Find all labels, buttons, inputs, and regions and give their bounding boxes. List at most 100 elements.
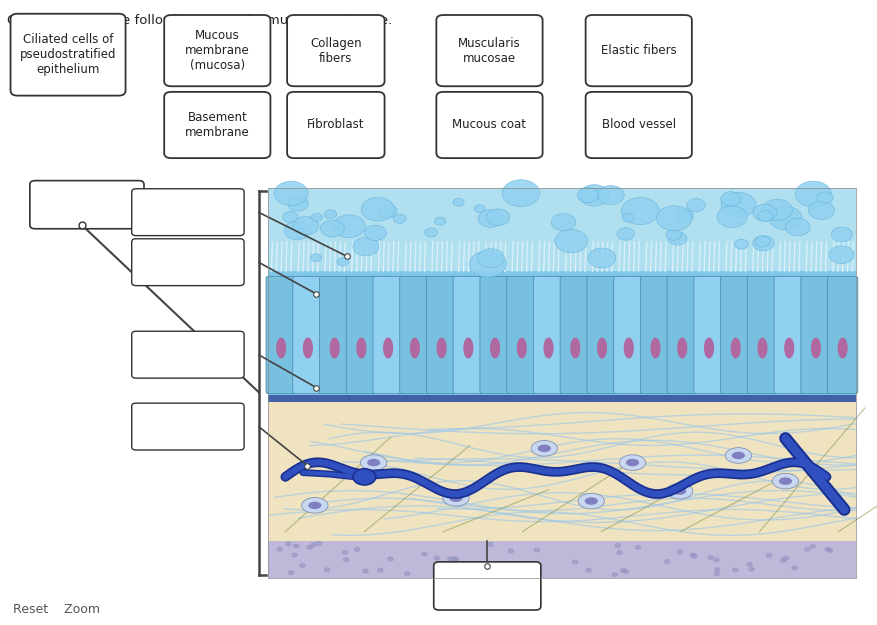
FancyBboxPatch shape xyxy=(373,276,403,394)
Circle shape xyxy=(462,572,467,576)
Circle shape xyxy=(447,571,453,575)
Circle shape xyxy=(289,571,294,574)
Circle shape xyxy=(635,545,640,549)
Ellipse shape xyxy=(731,452,744,459)
Circle shape xyxy=(362,569,367,573)
FancyBboxPatch shape xyxy=(453,276,483,394)
Circle shape xyxy=(615,544,620,548)
Ellipse shape xyxy=(436,338,446,359)
Ellipse shape xyxy=(672,488,686,495)
Circle shape xyxy=(686,199,704,212)
Circle shape xyxy=(752,236,774,251)
Text: Blood vessel: Blood vessel xyxy=(601,119,675,131)
Circle shape xyxy=(780,559,785,562)
Bar xyxy=(267,188,855,578)
Ellipse shape xyxy=(676,338,687,359)
Circle shape xyxy=(720,192,740,206)
Circle shape xyxy=(291,553,296,557)
FancyBboxPatch shape xyxy=(613,276,643,394)
FancyBboxPatch shape xyxy=(164,92,270,158)
Ellipse shape xyxy=(463,338,473,359)
Ellipse shape xyxy=(531,441,557,456)
Circle shape xyxy=(293,216,318,235)
Circle shape xyxy=(332,215,365,238)
Circle shape xyxy=(691,554,696,558)
Ellipse shape xyxy=(577,493,603,509)
Circle shape xyxy=(277,547,282,551)
Ellipse shape xyxy=(810,338,820,359)
Circle shape xyxy=(617,551,622,554)
Ellipse shape xyxy=(382,338,393,359)
FancyBboxPatch shape xyxy=(746,276,777,394)
Circle shape xyxy=(674,209,693,222)
Circle shape xyxy=(421,552,426,556)
Text: Muscularis
mucosae: Muscularis mucosae xyxy=(458,37,520,64)
Ellipse shape xyxy=(757,338,766,359)
Circle shape xyxy=(285,542,290,546)
Circle shape xyxy=(310,213,322,221)
FancyBboxPatch shape xyxy=(11,14,125,96)
Circle shape xyxy=(440,562,446,566)
Circle shape xyxy=(664,560,669,564)
Circle shape xyxy=(795,181,831,207)
Circle shape xyxy=(353,469,375,485)
Circle shape xyxy=(438,569,444,572)
FancyBboxPatch shape xyxy=(132,403,244,450)
Circle shape xyxy=(816,192,832,203)
Circle shape xyxy=(377,568,382,572)
FancyBboxPatch shape xyxy=(287,92,384,158)
Circle shape xyxy=(337,258,348,266)
FancyBboxPatch shape xyxy=(639,276,670,394)
Bar xyxy=(267,399,855,541)
Bar xyxy=(267,395,855,402)
Circle shape xyxy=(324,568,330,572)
Circle shape xyxy=(713,558,718,562)
FancyBboxPatch shape xyxy=(426,276,456,394)
Ellipse shape xyxy=(778,478,791,485)
Circle shape xyxy=(676,550,681,554)
Circle shape xyxy=(388,558,393,561)
Circle shape xyxy=(502,180,539,206)
Circle shape xyxy=(520,564,525,568)
Circle shape xyxy=(496,566,501,569)
FancyBboxPatch shape xyxy=(346,276,376,394)
Ellipse shape xyxy=(329,338,339,359)
Ellipse shape xyxy=(489,338,500,359)
Text: Fibroblast: Fibroblast xyxy=(307,119,364,131)
Ellipse shape xyxy=(772,473,798,489)
Circle shape xyxy=(828,246,853,264)
Circle shape xyxy=(404,572,410,576)
Circle shape xyxy=(353,238,378,256)
Circle shape xyxy=(620,569,625,572)
Circle shape xyxy=(508,549,513,553)
Circle shape xyxy=(768,206,802,230)
Ellipse shape xyxy=(356,338,366,359)
Circle shape xyxy=(617,228,634,240)
Ellipse shape xyxy=(302,498,328,513)
Ellipse shape xyxy=(837,338,847,359)
Circle shape xyxy=(782,556,788,560)
FancyBboxPatch shape xyxy=(560,276,589,394)
Circle shape xyxy=(354,548,360,551)
Bar xyxy=(267,541,855,578)
Circle shape xyxy=(622,214,633,222)
Circle shape xyxy=(597,186,624,204)
Text: Correctly label the following parts of a mucus membrane.: Correctly label the following parts of a… xyxy=(7,14,392,27)
Circle shape xyxy=(447,557,453,561)
Circle shape xyxy=(761,199,791,221)
FancyBboxPatch shape xyxy=(667,276,696,394)
Ellipse shape xyxy=(275,338,286,359)
Circle shape xyxy=(714,568,719,571)
Ellipse shape xyxy=(303,338,312,359)
Text: Elastic fibers: Elastic fibers xyxy=(600,44,676,57)
Ellipse shape xyxy=(618,455,645,471)
Circle shape xyxy=(453,198,464,206)
Bar xyxy=(267,271,855,395)
Circle shape xyxy=(299,564,304,568)
Circle shape xyxy=(293,544,298,548)
Text: Mucous
membrane
(mucosa): Mucous membrane (mucosa) xyxy=(185,29,249,72)
FancyBboxPatch shape xyxy=(800,276,831,394)
Circle shape xyxy=(453,558,458,561)
FancyBboxPatch shape xyxy=(132,189,244,236)
Ellipse shape xyxy=(543,338,553,359)
